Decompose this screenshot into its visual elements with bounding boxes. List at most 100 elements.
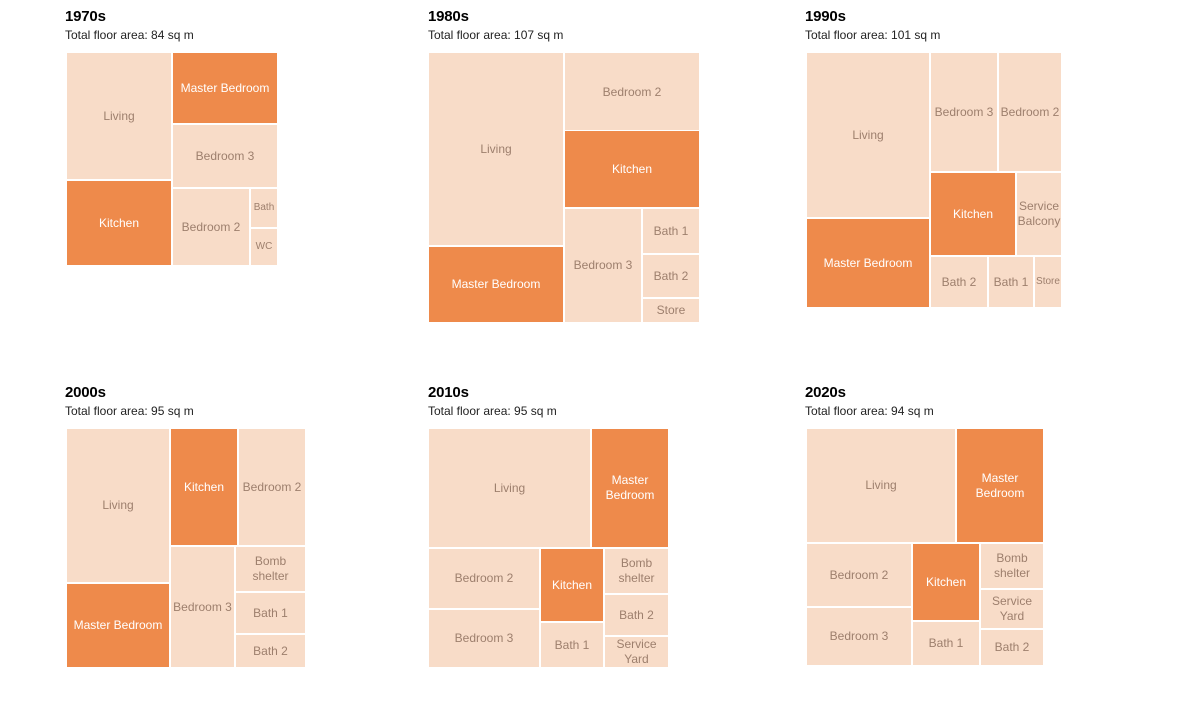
room-label: Bath 2 bbox=[653, 268, 689, 283]
room-label: Master Bedroom bbox=[451, 277, 541, 291]
room-label: Master Bedroom bbox=[605, 473, 655, 502]
room-cell: Bath 1 bbox=[988, 256, 1034, 308]
room-cell: Kitchen bbox=[170, 428, 238, 546]
room-cell: Store bbox=[1034, 256, 1062, 308]
room-label: Master Bedroom bbox=[180, 80, 270, 95]
room-label: Living bbox=[103, 108, 135, 123]
room-label: Bath 1 bbox=[653, 223, 689, 238]
floor-area-subtitle: Total floor area: 95 sq m bbox=[428, 404, 557, 418]
room-cell: Bedroom 2 bbox=[564, 52, 700, 132]
room-cell: Service Balcony bbox=[1016, 172, 1062, 256]
room-label: Bath 1 bbox=[253, 605, 288, 620]
room-label: Service Yard bbox=[616, 637, 657, 666]
room-label: Master Bedroom bbox=[73, 618, 163, 632]
decade-title: 2010s bbox=[428, 384, 469, 401]
room-label: Service Balcony bbox=[1017, 199, 1061, 228]
room-label: Bedroom 3 bbox=[454, 631, 514, 645]
room-label: Bedroom 2 bbox=[181, 219, 241, 234]
decade-title: 1980s bbox=[428, 8, 469, 25]
room-label: Kitchen bbox=[925, 574, 967, 589]
room-cell: Living bbox=[428, 428, 591, 548]
room-label: Living bbox=[493, 480, 526, 495]
room-cell: Bedroom 3 bbox=[564, 208, 642, 323]
room-cell: Kitchen bbox=[912, 543, 980, 621]
room-label: Bath 2 bbox=[994, 640, 1030, 654]
room-cell: Store bbox=[642, 298, 700, 323]
room-label: Living bbox=[865, 478, 897, 492]
room-cell: Living bbox=[806, 428, 956, 543]
room-cell: Bedroom 3 bbox=[930, 52, 998, 172]
room-cell: Bath 2 bbox=[980, 629, 1044, 666]
room-label: Kitchen bbox=[952, 206, 994, 221]
room-label: Bedroom 3 bbox=[173, 599, 232, 614]
room-label: Bedroom 2 bbox=[242, 479, 302, 494]
room-cell: Master Bedroom bbox=[428, 246, 564, 323]
room-label: Bath 2 bbox=[619, 607, 654, 622]
room-cell: Bath 2 bbox=[930, 256, 988, 308]
room-cell: Bath 2 bbox=[235, 634, 306, 668]
room-cell: Bomb shelter bbox=[235, 546, 306, 592]
room-label: Bomb shelter bbox=[993, 551, 1031, 580]
floor-area-subtitle: Total floor area: 107 sq m bbox=[428, 28, 564, 42]
room-cell: Service Yard bbox=[980, 589, 1044, 629]
room-cell: Master Bedroom bbox=[66, 583, 170, 668]
room-label: Bath 1 bbox=[554, 637, 590, 652]
room-label: Living bbox=[480, 141, 512, 156]
room-cell: Bath 2 bbox=[604, 594, 669, 636]
room-cell: Bedroom 3 bbox=[172, 124, 278, 188]
decade-title: 1970s bbox=[65, 8, 106, 25]
room-cell: Living bbox=[66, 52, 172, 180]
room-label: Bomb shelter bbox=[252, 554, 289, 583]
decade-title: 2020s bbox=[805, 384, 846, 401]
room-cell: Bedroom 2 bbox=[428, 548, 540, 609]
room-cell: Bath 2 bbox=[642, 254, 700, 298]
room-cell: Living bbox=[428, 52, 564, 246]
room-label: Bath 1 bbox=[993, 274, 1029, 289]
room-label: Living bbox=[852, 127, 884, 142]
room-cell: Master Bedroom bbox=[591, 428, 669, 548]
room-cell: Bedroom 2 bbox=[172, 188, 250, 266]
room-label: Bath bbox=[253, 202, 275, 213]
floor-area-subtitle: Total floor area: 94 sq m bbox=[805, 404, 934, 418]
room-cell: Bath 1 bbox=[642, 208, 700, 254]
room-label: Master Bedroom bbox=[975, 470, 1025, 500]
room-label: Living bbox=[102, 498, 134, 512]
room-label: Kitchen bbox=[611, 161, 653, 176]
decade-title: 2000s bbox=[65, 384, 106, 401]
decade-title: 1990s bbox=[805, 8, 846, 25]
room-label: Kitchen bbox=[183, 479, 225, 494]
room-cell: Master Bedroom bbox=[956, 428, 1044, 543]
room-cell: Service Yard bbox=[604, 636, 669, 668]
room-cell: Living bbox=[66, 428, 170, 583]
room-label: Bedroom 2 bbox=[454, 571, 514, 585]
room-cell: Bedroom 2 bbox=[998, 52, 1062, 172]
room-label: Bath 2 bbox=[253, 643, 288, 658]
room-label: Store bbox=[1036, 276, 1060, 287]
room-label: Bedroom 3 bbox=[573, 258, 633, 272]
room-cell: Master Bedroom bbox=[806, 218, 930, 308]
floor-area-subtitle: Total floor area: 101 sq m bbox=[805, 28, 941, 42]
room-cell: Bath bbox=[250, 188, 278, 228]
room-cell: Bomb shelter bbox=[604, 548, 669, 594]
room-cell: Kitchen bbox=[564, 130, 700, 208]
room-cell: Bedroom 3 bbox=[170, 546, 235, 668]
room-label: WC bbox=[255, 241, 273, 252]
room-label: Bedroom 2 bbox=[829, 567, 889, 582]
room-label: Bomb shelter bbox=[618, 556, 655, 585]
room-label: Kitchen bbox=[98, 215, 140, 230]
room-label: Bedroom 2 bbox=[602, 84, 662, 99]
room-cell: WC bbox=[250, 228, 278, 266]
room-label: Kitchen bbox=[551, 577, 593, 592]
room-label: Master Bedroom bbox=[823, 255, 913, 270]
room-cell: Living bbox=[806, 52, 930, 218]
room-cell: Bedroom 3 bbox=[428, 609, 540, 668]
room-label: Store bbox=[656, 303, 686, 317]
room-label: Service Yard bbox=[991, 594, 1032, 623]
room-cell: Kitchen bbox=[540, 548, 604, 622]
room-cell: Bath 1 bbox=[912, 621, 980, 666]
room-label: Bedroom 3 bbox=[934, 104, 994, 119]
room-label: Bedroom 2 bbox=[1000, 104, 1060, 119]
room-cell: Bedroom 3 bbox=[806, 607, 912, 666]
room-label: Bath 1 bbox=[928, 636, 964, 650]
room-cell: Master Bedroom bbox=[172, 52, 278, 124]
